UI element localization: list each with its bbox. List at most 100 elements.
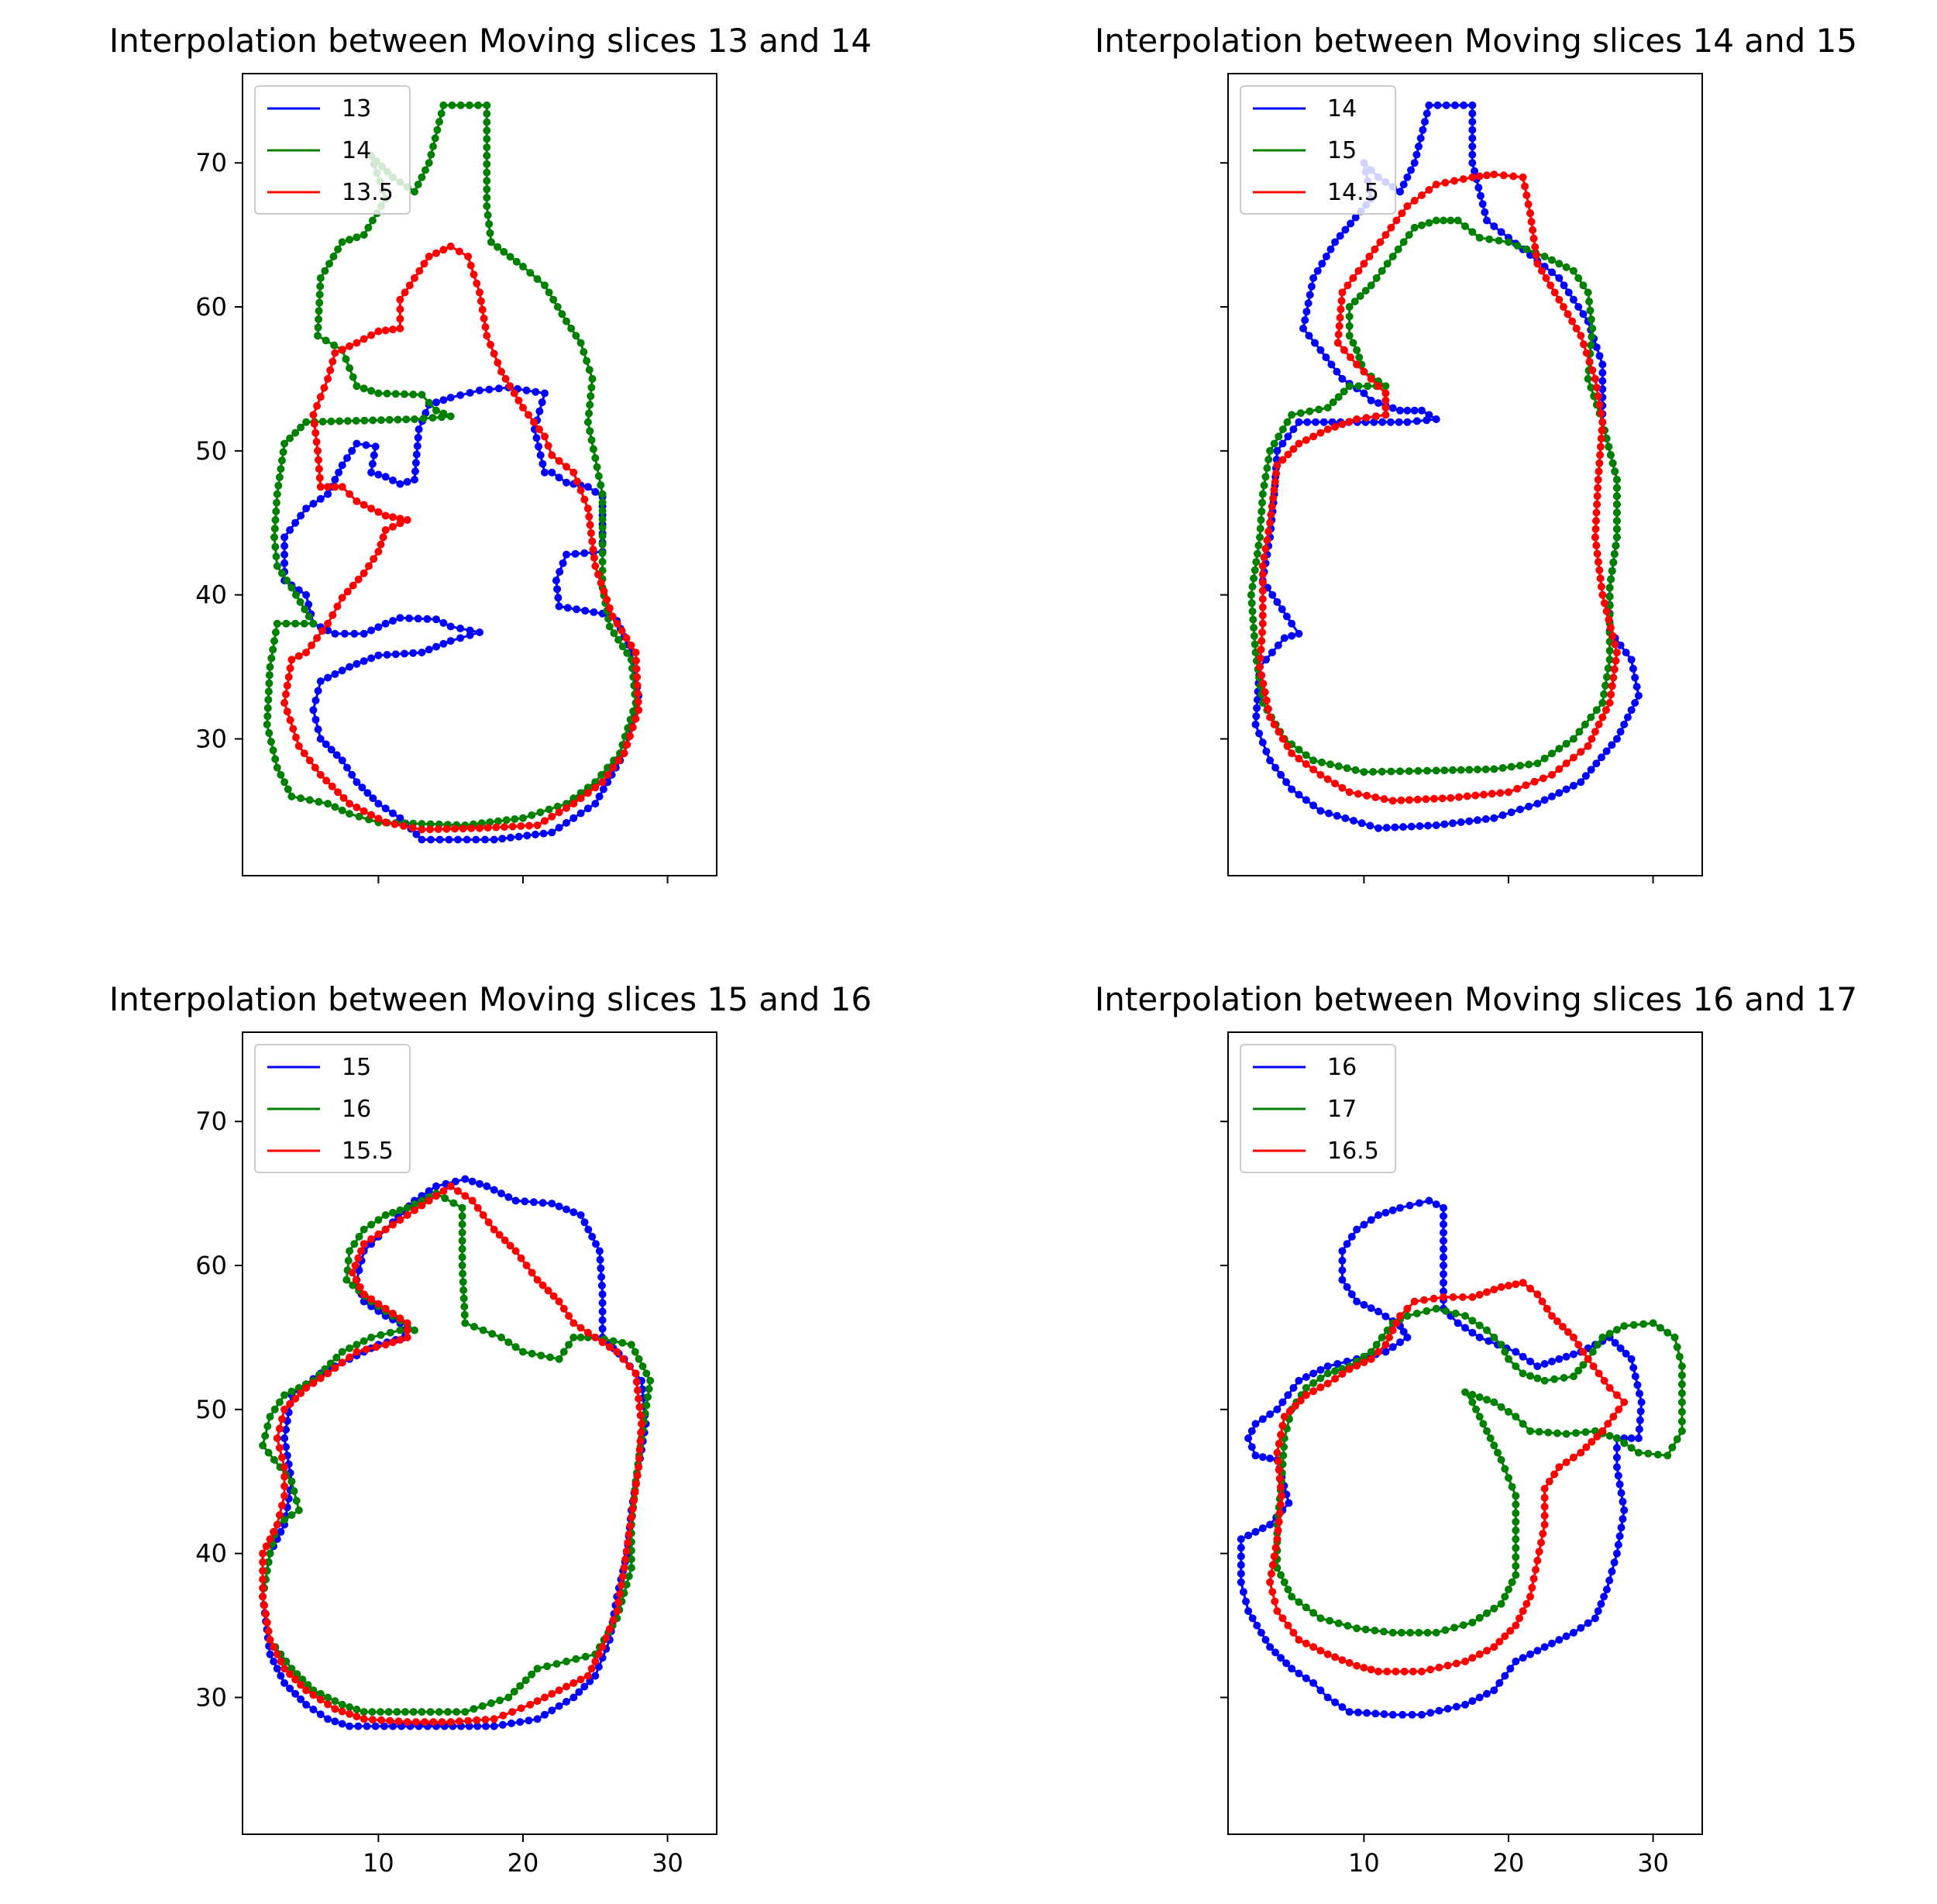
data-point	[483, 143, 491, 152]
data-point	[1264, 527, 1273, 535]
data-point	[541, 817, 549, 825]
data-point	[473, 1203, 482, 1212]
data-point	[1258, 570, 1267, 579]
data-point	[1257, 516, 1265, 524]
data-point	[318, 627, 327, 635]
legend-label: 15.5	[342, 1138, 394, 1165]
data-point	[645, 1385, 653, 1393]
data-point	[1247, 1443, 1256, 1451]
data-point	[552, 1660, 561, 1668]
data-point	[1383, 1326, 1392, 1334]
data-point	[1333, 339, 1342, 347]
data-point	[569, 794, 578, 803]
data-point	[1574, 1341, 1583, 1349]
data-point	[1302, 1384, 1310, 1392]
data-point	[470, 1323, 478, 1331]
data-point	[286, 1400, 294, 1408]
data-point	[1418, 221, 1426, 229]
data-point	[623, 649, 631, 657]
data-point	[1288, 1592, 1296, 1601]
data-point	[1258, 595, 1267, 603]
data-point	[1273, 461, 1282, 470]
data-point	[1398, 209, 1406, 218]
data-point	[506, 1241, 514, 1250]
data-point	[587, 384, 596, 392]
data-point	[598, 778, 607, 787]
data-point	[1250, 632, 1258, 640]
data-point	[1471, 791, 1480, 800]
data-point	[1256, 654, 1264, 663]
data-point	[635, 706, 643, 714]
data-point	[532, 434, 541, 442]
data-point	[381, 511, 390, 520]
data-point	[1486, 1434, 1495, 1442]
data-point	[396, 1216, 404, 1224]
data-point	[1588, 735, 1596, 743]
data-point	[1258, 1415, 1267, 1424]
data-point	[553, 585, 562, 594]
data-point	[280, 1665, 289, 1673]
data-point	[412, 830, 421, 838]
data-point	[1485, 1337, 1493, 1345]
data-point	[1399, 238, 1408, 246]
data-point	[1396, 1338, 1404, 1347]
data-point	[463, 835, 471, 844]
data-point	[403, 516, 411, 524]
data-point	[264, 696, 273, 704]
data-point	[541, 281, 549, 290]
data-point	[502, 816, 511, 825]
data-point	[396, 1206, 404, 1214]
data-point	[396, 1336, 404, 1344]
data-point	[1423, 766, 1431, 775]
data-point	[389, 513, 397, 522]
data-point	[1594, 484, 1602, 492]
data-point	[278, 456, 286, 465]
data-point	[273, 1665, 281, 1673]
data-point	[448, 101, 456, 109]
data-point	[1323, 425, 1332, 433]
data-point	[1588, 366, 1597, 374]
data-point	[1425, 1196, 1433, 1205]
data-point	[357, 1247, 365, 1255]
data-point	[1258, 1453, 1267, 1462]
data-point	[1430, 794, 1438, 803]
data-point	[1394, 245, 1402, 253]
data-point	[501, 1236, 509, 1245]
data-point	[569, 468, 578, 477]
legend-entry: 15	[267, 1054, 371, 1081]
data-point	[292, 1496, 301, 1505]
data-point	[1629, 1320, 1638, 1329]
data-point	[576, 1675, 585, 1684]
data-point	[1365, 253, 1374, 260]
data-point	[1333, 811, 1341, 820]
data-point	[1302, 1674, 1310, 1682]
data-point	[490, 1722, 498, 1730]
data-point	[362, 441, 370, 449]
data-point	[494, 243, 502, 251]
data-point	[1403, 1312, 1412, 1320]
data-point	[1490, 1333, 1498, 1341]
data-point	[1512, 1362, 1520, 1371]
data-point	[569, 1319, 578, 1327]
data-point	[1483, 1288, 1491, 1296]
data-point	[411, 274, 418, 282]
data-point	[490, 349, 498, 358]
data-point	[270, 533, 278, 542]
data-point	[1331, 422, 1340, 431]
data-point	[1337, 305, 1345, 314]
data-point	[1627, 706, 1636, 714]
data-point	[403, 1211, 411, 1219]
data-point	[331, 629, 339, 638]
data-point	[418, 649, 426, 656]
data-point	[1295, 629, 1303, 638]
data-point	[597, 1264, 605, 1272]
series-line	[283, 245, 640, 831]
data-point	[1381, 382, 1390, 391]
data-point	[1357, 819, 1366, 828]
data-point	[1285, 1499, 1293, 1507]
data-point	[1636, 1416, 1644, 1424]
data-point	[466, 388, 474, 397]
data-point	[530, 418, 538, 426]
legend-box	[1240, 1044, 1396, 1173]
series-13.5	[280, 243, 643, 834]
